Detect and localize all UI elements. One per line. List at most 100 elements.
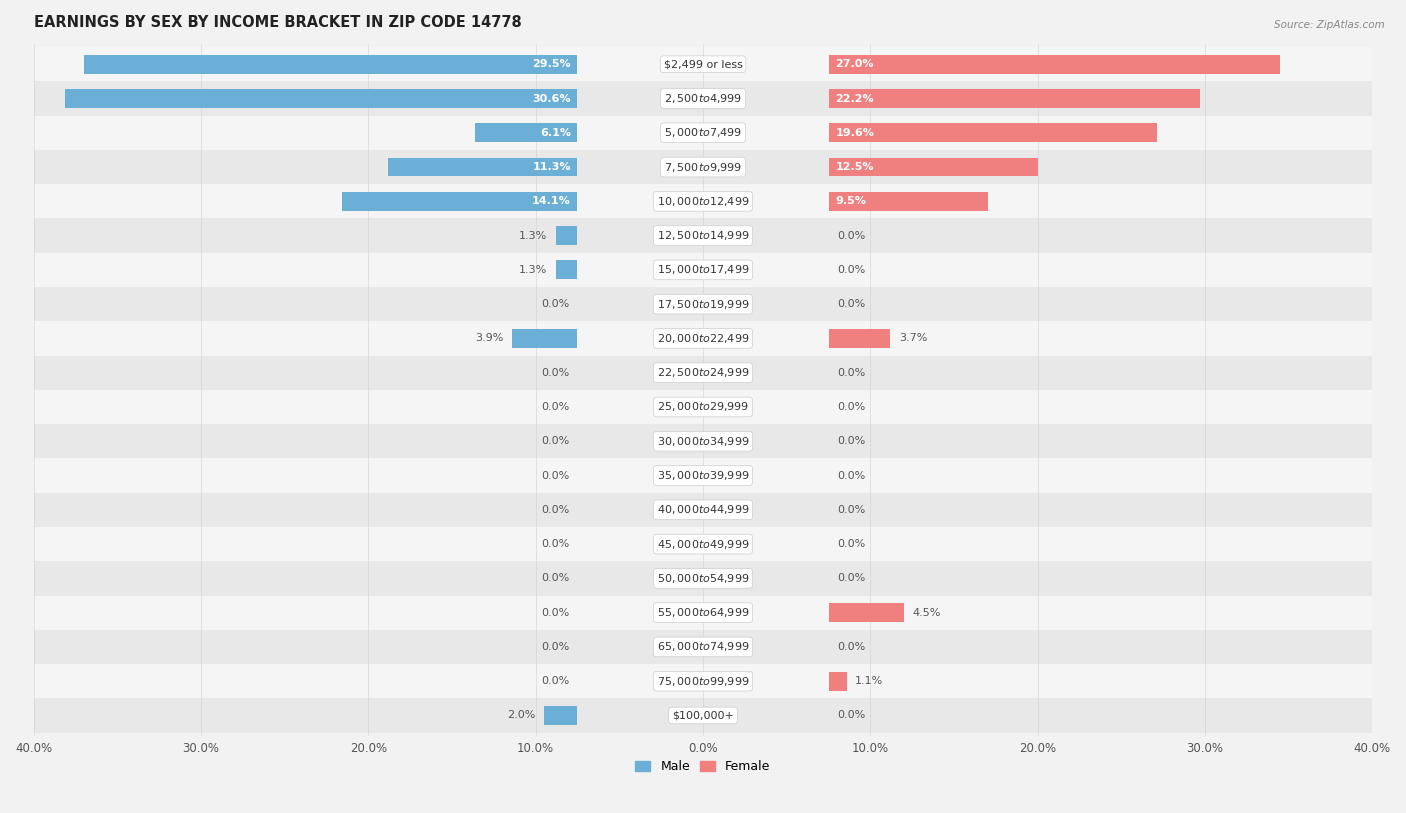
Bar (34, 321, 1372, 355)
Text: 30.6%: 30.6% (533, 93, 571, 103)
Bar (34, 115, 1372, 150)
Bar (34, 219, 1372, 253)
Text: 4.5%: 4.5% (912, 607, 941, 618)
Text: 0.0%: 0.0% (837, 299, 865, 309)
Bar (34, 185, 1372, 219)
Text: 22.2%: 22.2% (835, 93, 875, 103)
Text: 0.0%: 0.0% (541, 642, 569, 652)
Text: 9.5%: 9.5% (835, 196, 866, 207)
Bar (34, 150, 1372, 185)
Text: 0.0%: 0.0% (837, 505, 865, 515)
Bar (342, 192, 578, 211)
Text: $65,000 to $74,999: $65,000 to $74,999 (657, 641, 749, 654)
Bar (34, 698, 1372, 733)
Text: 0.0%: 0.0% (541, 437, 569, 446)
Text: 14.1%: 14.1% (531, 196, 571, 207)
Bar (828, 603, 904, 622)
Text: 0.0%: 0.0% (837, 573, 865, 584)
Bar (34, 459, 1372, 493)
Bar (555, 260, 578, 280)
Text: 1.3%: 1.3% (519, 265, 547, 275)
Text: 0.0%: 0.0% (541, 299, 569, 309)
Text: 0.0%: 0.0% (541, 539, 569, 549)
Bar (828, 192, 987, 211)
Bar (828, 672, 846, 690)
Legend: Male, Female: Male, Female (630, 755, 776, 778)
Text: 0.0%: 0.0% (837, 539, 865, 549)
Text: 0.0%: 0.0% (837, 265, 865, 275)
Bar (34, 595, 1372, 630)
Text: $2,499 or less: $2,499 or less (664, 59, 742, 69)
Text: 2.0%: 2.0% (508, 711, 536, 720)
Text: 0.0%: 0.0% (837, 402, 865, 412)
Text: 0.0%: 0.0% (541, 367, 569, 378)
Text: 19.6%: 19.6% (835, 128, 875, 137)
Text: 3.9%: 3.9% (475, 333, 503, 343)
Text: 0.0%: 0.0% (837, 471, 865, 480)
Bar (34, 630, 1372, 664)
Text: 0.0%: 0.0% (541, 573, 569, 584)
Text: $5,000 to $7,499: $5,000 to $7,499 (664, 126, 742, 139)
Bar (388, 158, 578, 176)
Text: 6.1%: 6.1% (540, 128, 571, 137)
Bar (34, 355, 1372, 390)
Bar (512, 329, 578, 348)
Bar (34, 424, 1372, 459)
Text: 0.0%: 0.0% (837, 437, 865, 446)
Text: 0.0%: 0.0% (541, 505, 569, 515)
Text: 27.0%: 27.0% (835, 59, 873, 69)
Text: 0.0%: 0.0% (541, 676, 569, 686)
Text: 0.0%: 0.0% (541, 402, 569, 412)
Text: $30,000 to $34,999: $30,000 to $34,999 (657, 435, 749, 448)
Text: EARNINGS BY SEX BY INCOME BRACKET IN ZIP CODE 14778: EARNINGS BY SEX BY INCOME BRACKET IN ZIP… (34, 15, 522, 30)
Text: $12,500 to $14,999: $12,500 to $14,999 (657, 229, 749, 242)
Bar (475, 124, 578, 142)
Text: $45,000 to $49,999: $45,000 to $49,999 (657, 537, 749, 550)
Text: Source: ZipAtlas.com: Source: ZipAtlas.com (1274, 20, 1385, 30)
Bar (555, 226, 578, 245)
Bar (544, 706, 578, 725)
Bar (65, 89, 578, 108)
Bar (34, 664, 1372, 698)
Bar (34, 527, 1372, 561)
Bar (828, 54, 1281, 74)
Bar (34, 47, 1372, 81)
Text: 0.0%: 0.0% (541, 607, 569, 618)
Text: $25,000 to $29,999: $25,000 to $29,999 (657, 401, 749, 414)
Text: $40,000 to $44,999: $40,000 to $44,999 (657, 503, 749, 516)
Text: $10,000 to $12,499: $10,000 to $12,499 (657, 195, 749, 208)
Bar (34, 253, 1372, 287)
Text: $7,500 to $9,999: $7,500 to $9,999 (664, 160, 742, 173)
Bar (84, 54, 578, 74)
Bar (34, 81, 1372, 115)
Text: $2,500 to $4,999: $2,500 to $4,999 (664, 92, 742, 105)
Bar (34, 561, 1372, 595)
Text: $55,000 to $64,999: $55,000 to $64,999 (657, 606, 749, 620)
Text: 3.7%: 3.7% (898, 333, 927, 343)
Text: 0.0%: 0.0% (837, 642, 865, 652)
Bar (34, 493, 1372, 527)
Text: 11.3%: 11.3% (533, 162, 571, 172)
Text: 1.3%: 1.3% (519, 231, 547, 241)
Bar (828, 158, 1038, 176)
Text: 0.0%: 0.0% (541, 471, 569, 480)
Text: 1.1%: 1.1% (855, 676, 883, 686)
Text: 12.5%: 12.5% (835, 162, 873, 172)
Text: $35,000 to $39,999: $35,000 to $39,999 (657, 469, 749, 482)
Text: 0.0%: 0.0% (837, 231, 865, 241)
Text: 0.0%: 0.0% (837, 367, 865, 378)
Text: 29.5%: 29.5% (531, 59, 571, 69)
Text: $75,000 to $99,999: $75,000 to $99,999 (657, 675, 749, 688)
Bar (34, 287, 1372, 321)
Text: $15,000 to $17,499: $15,000 to $17,499 (657, 263, 749, 276)
Text: $50,000 to $54,999: $50,000 to $54,999 (657, 572, 749, 585)
Bar (828, 329, 890, 348)
Bar (828, 89, 1201, 108)
Text: $17,500 to $19,999: $17,500 to $19,999 (657, 298, 749, 311)
Text: 0.0%: 0.0% (837, 711, 865, 720)
Text: $20,000 to $22,499: $20,000 to $22,499 (657, 332, 749, 345)
Text: $100,000+: $100,000+ (672, 711, 734, 720)
Bar (34, 390, 1372, 424)
Bar (828, 124, 1157, 142)
Text: $22,500 to $24,999: $22,500 to $24,999 (657, 366, 749, 379)
